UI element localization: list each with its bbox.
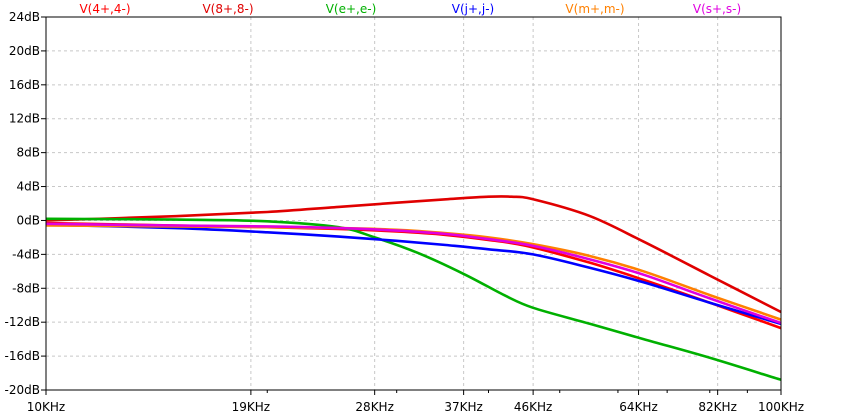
x-tick-label: 82KHz [698, 400, 736, 414]
x-tick-label: 10KHz [27, 400, 65, 414]
grid-lines [45, 16, 782, 391]
plot-series [45, 195, 782, 382]
legend-entry-3: V(e+,e-) [326, 2, 377, 16]
series-line-6 [45, 222, 782, 325]
y-tick-label: -12dB [5, 315, 40, 329]
y-tick-label: -20dB [5, 383, 40, 397]
y-tick-label: 20dB [9, 44, 40, 58]
plot-frame [45, 16, 782, 391]
y-tick-label: 12dB [9, 112, 40, 126]
series-line-3 [45, 217, 782, 382]
series-line-4 [45, 223, 782, 326]
x-tick-label: 19KHz [232, 400, 270, 414]
x-tick-label: 37KHz [444, 400, 482, 414]
x-tick-label: 64KHz [619, 400, 657, 414]
axis-ticks: 24dB 20dB 16dB 12dB 8dB 4dB 0dB -4dB -8dB -12dB -1… [5, 10, 805, 414]
y-tick-label: -8dB [12, 281, 40, 295]
y-tick-label: 4dB [17, 180, 40, 194]
y-tick-label: 16dB [9, 78, 40, 92]
legend-entry-5: V(m+,m-) [565, 2, 624, 16]
series-line-2 [45, 195, 782, 314]
legend-entry-4: V(j+,j-) [452, 2, 494, 16]
y-tick-label: -4dB [12, 247, 40, 261]
legend: V(4+,4-) V(8+,8-) V(e+,e-) V(j+,j-) V(m+,m-)… [79, 2, 741, 16]
y-tick-label: 8dB [17, 146, 40, 160]
y-tick-label: 24dB [9, 10, 40, 24]
y-tick-label: -16dB [5, 349, 40, 363]
x-tick-label: 100KHz [758, 400, 804, 414]
legend-entry-6: V(s+,s-) [693, 2, 741, 16]
x-tick-label: 46KHz [514, 400, 552, 414]
legend-entry-2: V(8+,8-) [202, 2, 253, 16]
legend-entry-1: V(4+,4-) [79, 2, 130, 16]
y-tick-label: 0dB [17, 213, 40, 227]
x-tick-label: 28KHz [355, 400, 393, 414]
